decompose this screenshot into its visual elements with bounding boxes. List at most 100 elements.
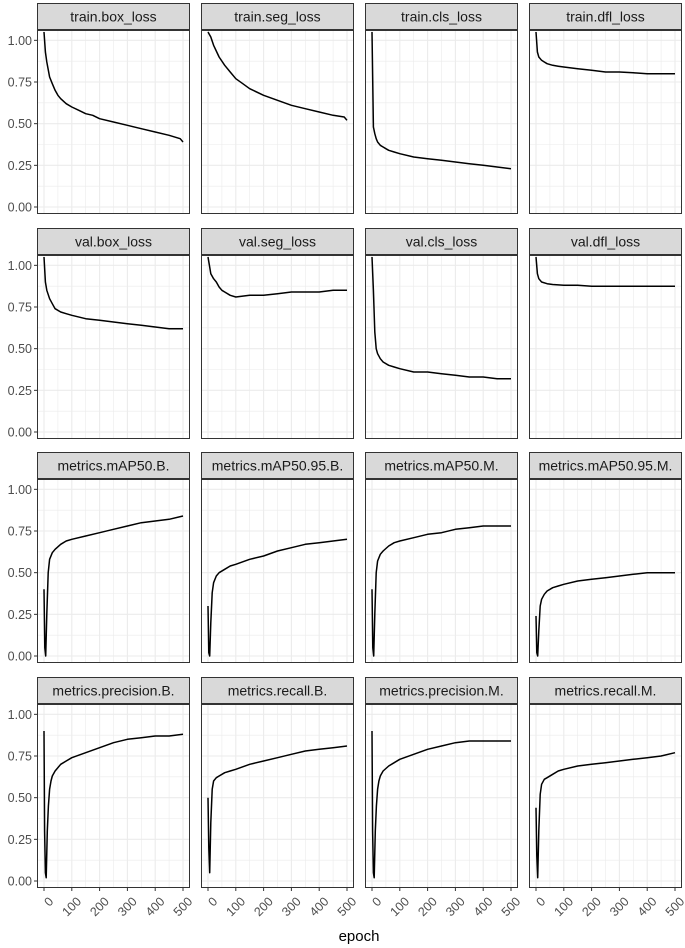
facet-strip-label: metrics.mAP50.95.B.: [212, 458, 344, 474]
series-line: [535, 571, 675, 657]
facet-strip: [365, 677, 518, 704]
y-tick-label: 0.00: [8, 426, 32, 440]
facet-strip-label: train.cls_loss: [401, 9, 482, 25]
series-line: [207, 31, 348, 121]
series-line: [207, 256, 347, 298]
panel-border: [365, 704, 518, 888]
series-line: [207, 538, 348, 657]
y-tick-label: 0.25: [8, 384, 32, 398]
panel-border: [37, 704, 190, 888]
x-tick-label: 100: [551, 894, 576, 919]
facet-strip: [201, 3, 354, 30]
x-tick-label: 100: [387, 894, 412, 919]
panel-frames-and-strips: train.box_loss train.seg_loss train.cls_lo…: [37, 3, 682, 888]
facet-strip-label: val.seg_loss: [239, 234, 316, 250]
series-line: [43, 515, 184, 657]
y-tick-label: 0.75: [8, 301, 32, 315]
facet-strip: [37, 677, 190, 704]
x-tick-label: 300: [607, 894, 632, 919]
series-line: [535, 256, 675, 287]
x-tick-label: 500: [335, 894, 360, 919]
facet-strip-label: val.box_loss: [75, 234, 152, 250]
x-tick-label: 0: [370, 894, 385, 909]
facet-strip-label: val.cls_loss: [406, 234, 478, 250]
y-tick-label: 0.75: [8, 525, 32, 539]
y-tick-label: 0.00: [8, 875, 32, 889]
facet-strip-label: metrics.recall.M.: [555, 683, 657, 699]
facet-strip-label: metrics.precision.M.: [379, 683, 503, 699]
facet-strip: [37, 3, 190, 30]
panel-border: [529, 30, 682, 214]
facet-strip: [529, 677, 682, 704]
facet-strip: [365, 228, 518, 255]
x-tick-label: 300: [115, 894, 140, 919]
x-tick-label: 100: [223, 894, 248, 919]
panel-border: [529, 479, 682, 663]
series-line: [207, 745, 348, 874]
x-tick-label: 400: [471, 894, 496, 919]
x-tick-label: 500: [663, 894, 685, 919]
panel-border: [365, 255, 518, 439]
series-line: [371, 31, 512, 170]
panel-border: [37, 255, 190, 439]
data-lines: [43, 31, 676, 879]
facet-strip-label: metrics.mAP50.B.: [57, 458, 169, 474]
facet-strip: [201, 677, 354, 704]
x-tick-label: 200: [251, 894, 276, 919]
x-tick-label: 500: [171, 894, 196, 919]
facet-strip-label: val.dfl_loss: [571, 234, 640, 250]
panel-border: [529, 704, 682, 888]
facet-strip: [365, 3, 518, 30]
x-tick-label: 0: [206, 894, 221, 909]
x-tick-label: 300: [443, 894, 468, 919]
y-tick-label: 1.00: [8, 34, 32, 48]
panel-border: [37, 30, 190, 214]
y-tick-label: 0.25: [8, 608, 32, 622]
x-tick-label: 300: [279, 894, 304, 919]
facet-strip-label: metrics.mAP50.M.: [384, 458, 498, 474]
y-tick-label: 0.50: [8, 791, 32, 805]
facet-strip: [529, 228, 682, 255]
x-tick-label: 400: [635, 894, 660, 919]
series-line: [43, 730, 184, 879]
panel-border: [365, 30, 518, 214]
panel-backgrounds-and-grid: [37, 30, 682, 888]
y-tick-label: 1.00: [8, 259, 32, 273]
x-tick-label: 500: [499, 894, 524, 919]
series-line: [535, 751, 676, 879]
panel-border: [201, 255, 354, 439]
panel-border: [201, 704, 354, 888]
facet-strip: [201, 452, 354, 479]
x-tick-label: 100: [59, 894, 84, 919]
facet-strip-label: metrics.mAP50.95.M.: [539, 458, 673, 474]
x-tick-label: 0: [534, 894, 549, 909]
y-tick-label: 1.00: [8, 483, 32, 497]
facet-strip-label: train.box_loss: [70, 9, 156, 25]
x-tick-label: 200: [87, 894, 112, 919]
facet-strip: [37, 228, 190, 255]
x-tick-label: 0: [42, 894, 57, 909]
y-tick-label: 1.00: [8, 708, 32, 722]
series-line: [43, 31, 184, 143]
facet-strip-label: metrics.recall.B.: [228, 683, 328, 699]
panel-border: [529, 255, 682, 439]
panel-border: [365, 479, 518, 663]
panel-border: [201, 30, 354, 214]
y-tick-label: 0.50: [8, 117, 32, 131]
facet-strip: [529, 3, 682, 30]
x-tick-label: 200: [579, 894, 604, 919]
facet-strip: [201, 228, 354, 255]
y-tick-label: 0.75: [8, 750, 32, 764]
series-line: [535, 31, 675, 75]
facet-strip-label: train.seg_loss: [234, 9, 320, 25]
series-line: [371, 256, 511, 380]
facet-strip: [529, 452, 682, 479]
series-line: [371, 525, 511, 657]
facet-strip-label: train.dfl_loss: [566, 9, 645, 25]
panel-border: [37, 479, 190, 663]
y-tick-label: 0.25: [8, 833, 32, 847]
y-tick-label: 0.25: [8, 159, 32, 173]
y-tick-label: 0.00: [8, 201, 32, 215]
x-tick-label: 200: [415, 894, 440, 919]
x-tick-label: 400: [143, 894, 168, 919]
